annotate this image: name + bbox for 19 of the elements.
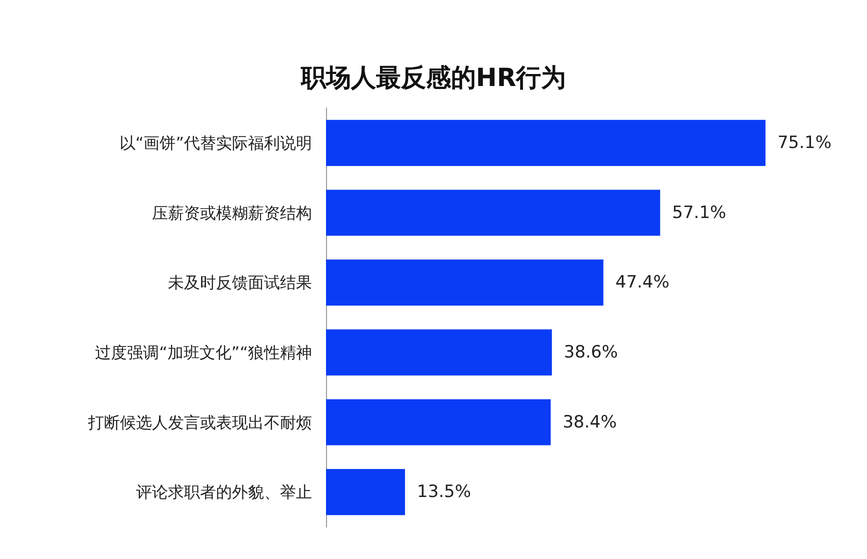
- y-tick-label: 过度强调“加班文化”“狼性精神: [95, 342, 312, 362]
- y-tick-label: 未及时反馈面试结果: [168, 273, 312, 292]
- y-tick-label: 压薪资或模糊薪资结构: [152, 203, 312, 222]
- bar: [326, 260, 604, 306]
- data-label: 75.1%: [777, 132, 832, 153]
- y-tick-label: 评论求职者的外貌、举止: [136, 482, 312, 502]
- data-label: 57.1%: [672, 202, 726, 223]
- bar: [326, 190, 660, 236]
- data-label: 47.4%: [615, 272, 670, 293]
- data-label: 13.5%: [417, 482, 472, 502]
- bar: [326, 399, 551, 446]
- y-tick-label: 打断候选人发言或表现出不耐烦: [87, 412, 312, 432]
- bar: [326, 329, 552, 376]
- y-tick-label: 以“画饼”代替实际福利说明: [119, 133, 312, 152]
- data-label: 38.6%: [564, 342, 618, 362]
- bar: [326, 120, 766, 166]
- chart-title: 职场人最反感的HR行为: [300, 63, 566, 92]
- data-label: 38.4%: [562, 412, 617, 432]
- bar: [326, 469, 406, 516]
